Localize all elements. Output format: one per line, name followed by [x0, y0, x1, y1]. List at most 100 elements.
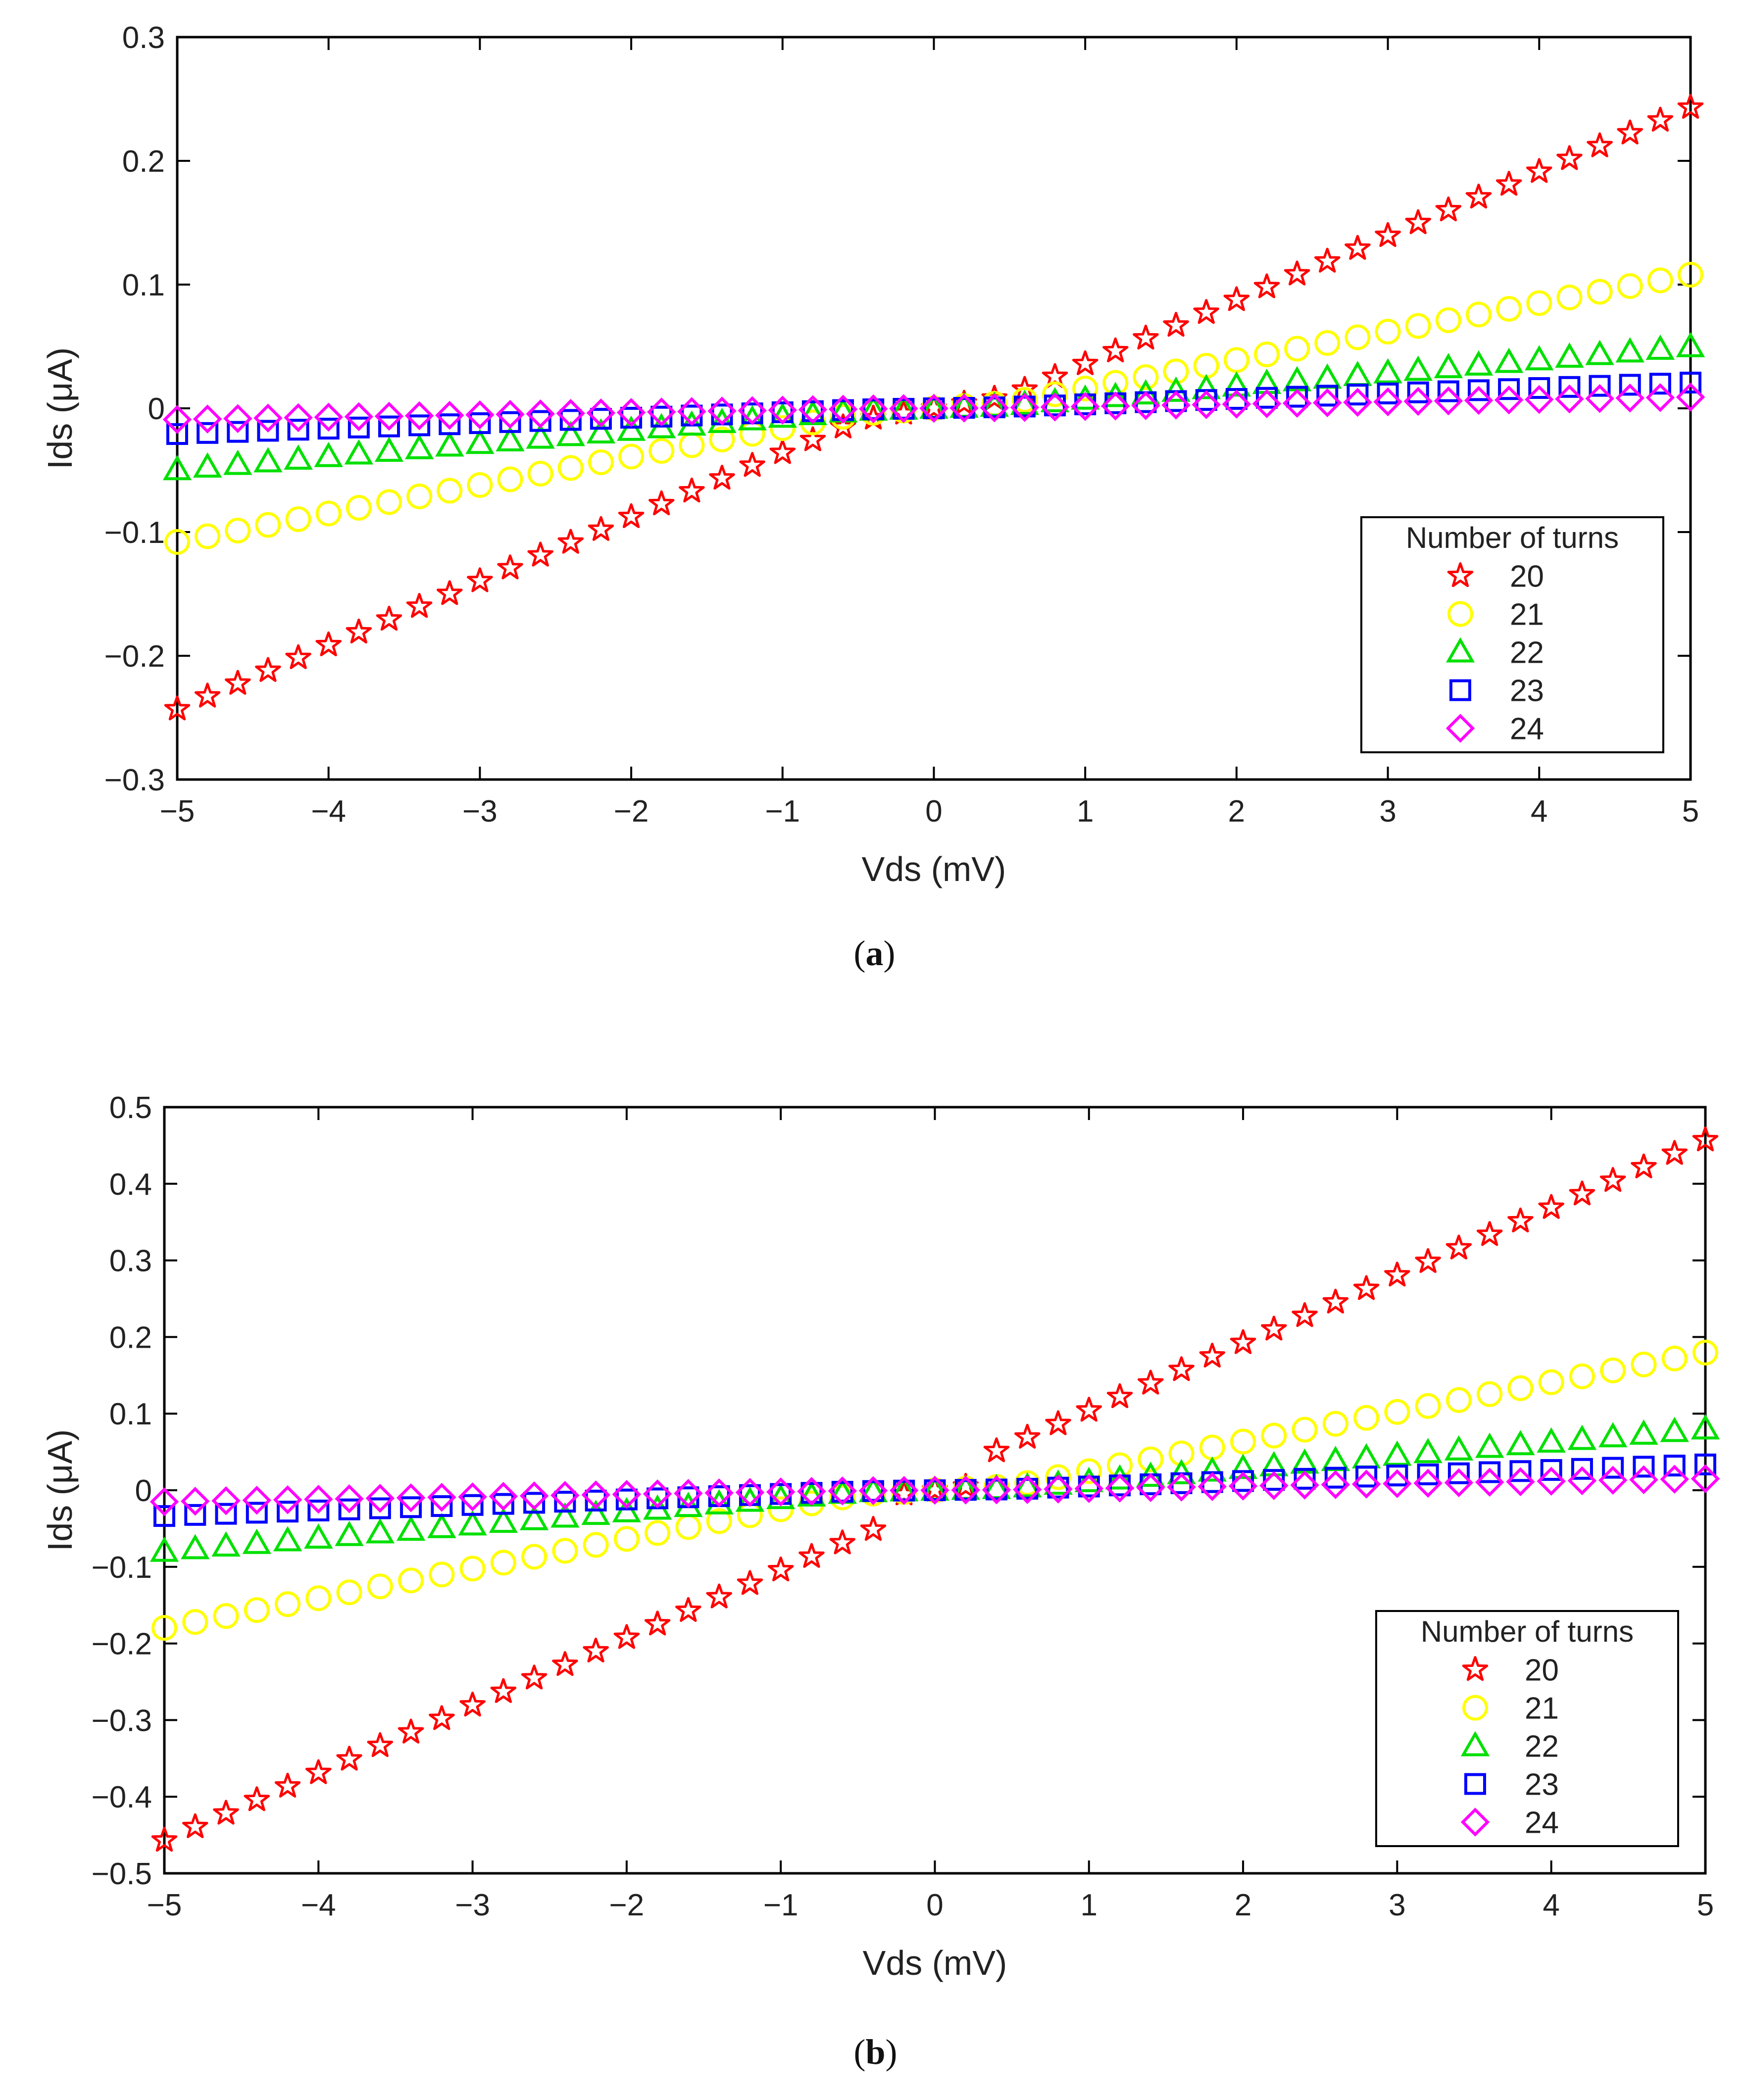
data-point	[459, 1691, 486, 1717]
data-point	[151, 1827, 178, 1852]
data-point	[1346, 384, 1369, 406]
data-point	[496, 399, 525, 429]
data-point	[893, 398, 915, 420]
data-point	[1556, 145, 1583, 170]
y-tick-label: −0.1	[104, 516, 165, 550]
data-point	[556, 421, 585, 446]
data-point	[1558, 376, 1581, 398]
data-point	[951, 1475, 981, 1505]
panel-caption: (b)	[853, 2032, 897, 2072]
series-24	[149, 1464, 1720, 1516]
data-point	[858, 394, 888, 424]
data-point	[223, 404, 252, 433]
legend-box	[1375, 1610, 1679, 1847]
data-point	[858, 1476, 888, 1505]
data-point	[315, 631, 342, 656]
data-point	[1494, 347, 1524, 373]
data-point	[492, 1493, 514, 1515]
data-point	[1660, 1416, 1689, 1442]
legend-marker-20	[1447, 562, 1474, 587]
x-tick-label: 0	[925, 794, 942, 829]
data-point	[1072, 376, 1098, 401]
data-point	[677, 397, 706, 426]
data-point	[1383, 1469, 1412, 1498]
data-point	[1538, 1194, 1564, 1219]
data-point	[408, 414, 431, 437]
data-point	[338, 1498, 360, 1520]
data-point	[437, 478, 463, 504]
data-point	[1163, 312, 1189, 337]
data-point	[768, 395, 797, 425]
data-point	[521, 1544, 547, 1570]
data-point	[1567, 1424, 1597, 1450]
data-point	[737, 1570, 763, 1595]
data-point	[469, 412, 491, 434]
x-tick-label: −5	[160, 794, 195, 829]
data-point	[527, 541, 553, 567]
data-point	[305, 1585, 332, 1612]
data-point	[519, 1481, 549, 1511]
x-tick-label: −1	[763, 1888, 798, 1922]
legend: Number of turns 20 21 22 23 24	[1375, 1610, 1679, 1847]
data-point	[497, 554, 523, 580]
data-point	[346, 495, 372, 521]
y-tick-label: 0.1	[109, 1397, 152, 1431]
legend-label: 22	[1510, 636, 1544, 670]
data-point	[1537, 1466, 1566, 1496]
data-point	[182, 1813, 208, 1838]
data-point	[435, 431, 464, 457]
y-axis-label: Ids (μA)	[41, 1429, 79, 1551]
data-point	[1192, 374, 1221, 399]
data-point	[1292, 1302, 1318, 1327]
data-point	[797, 1477, 826, 1506]
data-point	[1013, 1472, 1042, 1498]
data-point	[1525, 385, 1554, 414]
data-point	[257, 420, 279, 442]
data-point	[1587, 279, 1613, 305]
data-point	[1136, 1473, 1165, 1502]
data-point	[1042, 381, 1068, 407]
data-point	[1676, 383, 1705, 412]
data-point	[1138, 1369, 1164, 1395]
data-point	[1375, 222, 1401, 247]
data-point	[557, 455, 584, 481]
data-point	[164, 695, 191, 721]
data-point	[1555, 342, 1584, 368]
data-point	[1525, 345, 1554, 371]
data-point	[704, 1489, 734, 1514]
data-point	[1555, 384, 1584, 414]
data-point	[1676, 332, 1705, 357]
data-point	[1261, 1422, 1287, 1449]
data-point	[583, 1532, 609, 1558]
legend-marker-21	[1447, 601, 1473, 627]
x-axis-label: Vds (mV)	[863, 1944, 1007, 1982]
chart-panel-b: −5 −4 −3 −2 −1 0 1 2 3 4 5−0.5−0.4−0.3−0.2−0.100.1…	[41, 1091, 1720, 2072]
data-point	[1138, 1446, 1164, 1472]
data-point	[1598, 1465, 1628, 1495]
data-point	[307, 1499, 330, 1521]
data-point	[1413, 1438, 1443, 1464]
data-point	[706, 1583, 732, 1609]
data-point	[648, 490, 675, 516]
data-point	[1691, 1464, 1720, 1494]
data-point	[1384, 1399, 1410, 1425]
data-point	[1386, 1465, 1408, 1487]
data-point	[586, 398, 616, 428]
data-point	[613, 1526, 640, 1552]
data-point	[766, 1477, 796, 1507]
legend-marker-23	[1464, 1773, 1486, 1795]
data-point	[1133, 324, 1159, 350]
data-point	[1661, 1345, 1688, 1371]
data-point	[1645, 335, 1675, 360]
data-point	[1633, 1456, 1655, 1478]
y-tick-label: −0.5	[92, 1857, 152, 1891]
legend-label: 20	[1525, 1654, 1559, 1688]
legend-label: 20	[1510, 560, 1544, 594]
data-point	[1631, 1153, 1657, 1178]
data-point	[1314, 330, 1341, 356]
y-tick-label: 0.2	[122, 145, 165, 179]
data-point	[1343, 388, 1372, 417]
data-point	[149, 1487, 179, 1516]
data-point	[1660, 1465, 1689, 1494]
legend: Number of turns 20 21 22 23 24	[1360, 516, 1664, 753]
